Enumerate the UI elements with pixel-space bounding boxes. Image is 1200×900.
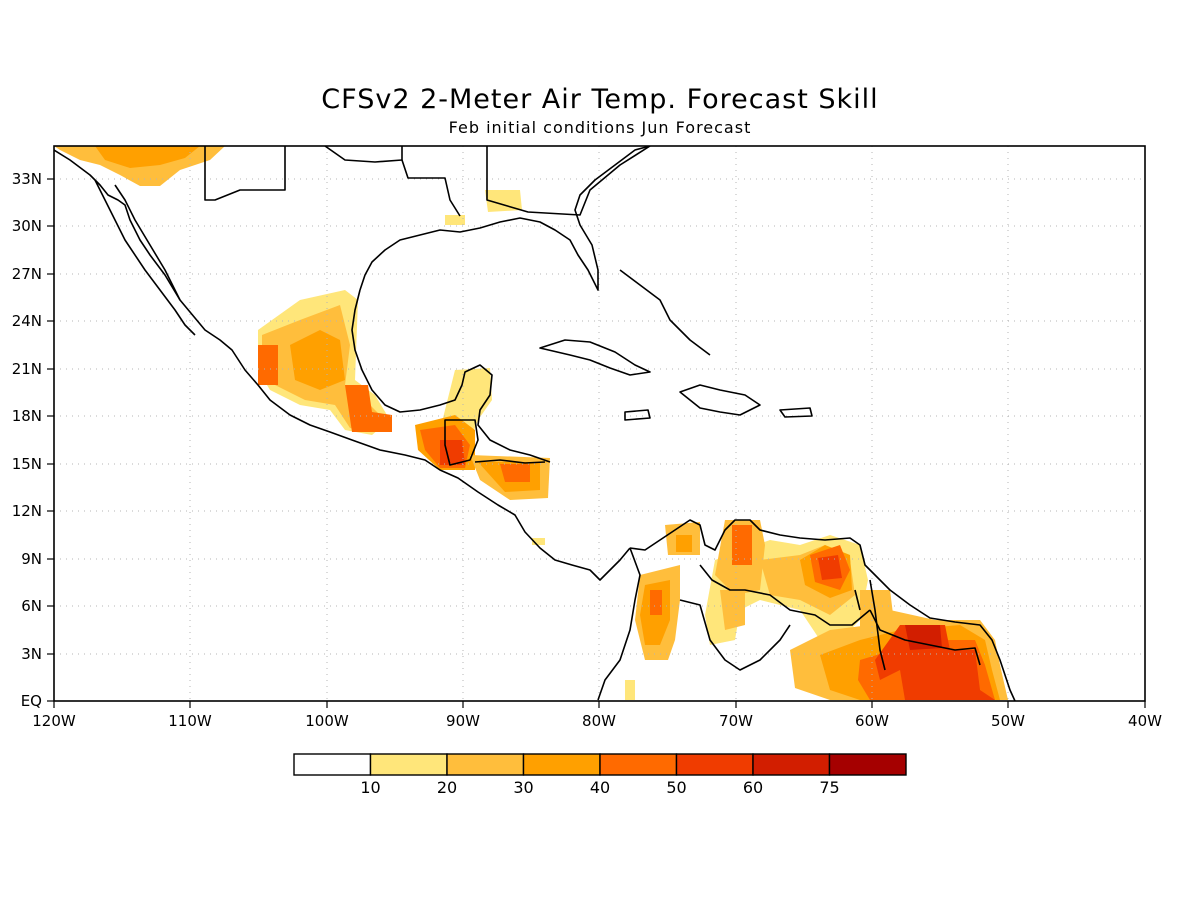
skill-region: [650, 590, 662, 615]
lon-label: 110W: [168, 712, 212, 730]
skill-region: [860, 590, 895, 630]
lon-label: 50W: [991, 712, 1025, 730]
colorbar-swatch: [752, 753, 831, 776]
lat-label: 6N: [21, 597, 42, 615]
colorbar-swatch: [446, 753, 525, 776]
skill-shading: [54, 146, 1008, 700]
lat-label: 15N: [12, 455, 42, 473]
map-frame: [53, 145, 1146, 702]
colorbar-swatch: [828, 753, 907, 776]
skill-region: [720, 590, 745, 630]
lon-label: 100W: [305, 712, 349, 730]
colorbar-label: 60: [743, 778, 763, 797]
colorbar-swatch: [599, 753, 678, 776]
lat-label: 24N: [12, 312, 42, 330]
lat-label: 3N: [21, 645, 42, 663]
skill-region: [818, 555, 842, 580]
lon-label: 120W: [32, 712, 76, 730]
colorbar-label: 30: [513, 778, 533, 797]
skill-region: [905, 625, 942, 650]
colorbar-swatch: [675, 753, 754, 776]
lat-labels: EQ 3N 6N 9N 12N 15N 18N 21N 24N 27N 30N …: [12, 170, 42, 710]
colorbar-swatch: [369, 753, 448, 776]
skill-region: [485, 190, 522, 212]
skill-region: [500, 464, 530, 482]
skill-region: [732, 525, 752, 565]
skill-region: [440, 440, 465, 465]
lon-label: 90W: [446, 712, 480, 730]
colorbar-swatch: [293, 753, 372, 776]
skill-region: [875, 625, 995, 700]
skill-region: [345, 385, 392, 432]
skill-region: [445, 215, 465, 225]
lat-label: 12N: [12, 502, 42, 520]
colorbar-label: 10: [360, 778, 380, 797]
lat-label: 27N: [12, 265, 42, 283]
lat-label: 30N: [12, 217, 42, 235]
grid-lines: [54, 146, 1145, 701]
lon-label: 70W: [719, 712, 753, 730]
skill-region: [676, 535, 692, 552]
coastlines: [54, 146, 1016, 701]
lon-labels: 120W 110W 100W 90W 80W 70W 60W 50W 40W: [32, 712, 1162, 730]
axis-ticks: [47, 178, 1146, 708]
skill-region: [290, 330, 345, 390]
map-subtitle: Feb initial conditions Jun Forecast: [448, 118, 752, 137]
lat-label: 9N: [21, 550, 42, 568]
skill-region: [625, 680, 635, 700]
colorbar-swatch: [522, 753, 601, 776]
colorbar-label: 50: [666, 778, 686, 797]
colorbar-label: 75: [819, 778, 839, 797]
colorbar-label: 20: [437, 778, 457, 797]
map-title: CFSv2 2-Meter Air Temp. Forecast Skill: [321, 84, 879, 115]
lon-label: 40W: [1128, 712, 1162, 730]
colorbar-label: 40: [590, 778, 610, 797]
skill-region: [95, 146, 200, 168]
skill-region: [258, 345, 278, 385]
lat-label: 21N: [12, 360, 42, 378]
colorbar: 10 20 30 40 50 60 75: [293, 753, 907, 797]
lat-label: EQ: [21, 692, 42, 710]
lon-label: 60W: [855, 712, 889, 730]
lat-label: 33N: [12, 170, 42, 188]
lat-label: 18N: [12, 407, 42, 425]
lon-label: 80W: [582, 712, 616, 730]
